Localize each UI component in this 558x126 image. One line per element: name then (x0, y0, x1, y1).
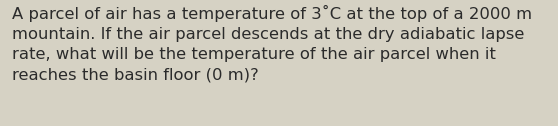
Text: A parcel of air has a temperature of 3˚C at the top of a 2000 m
mountain. If the: A parcel of air has a temperature of 3˚C… (12, 5, 532, 82)
